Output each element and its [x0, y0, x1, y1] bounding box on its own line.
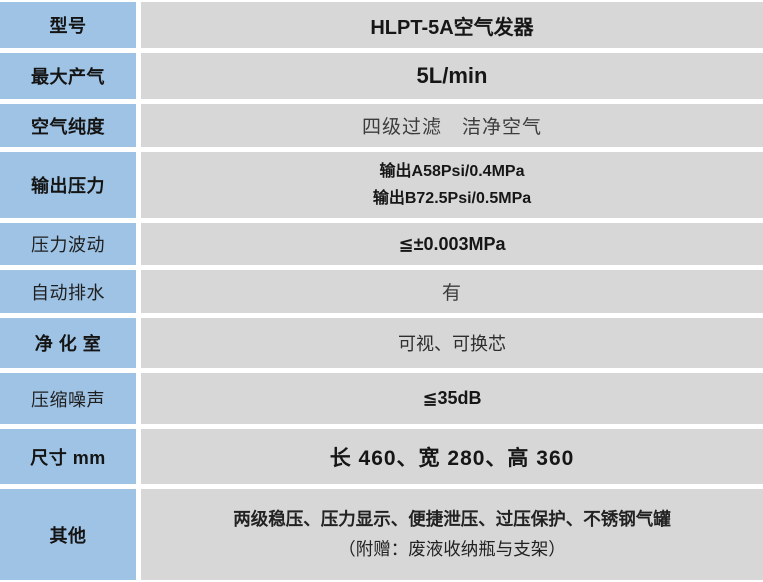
table-row-output-pressure: 输出压力 输出A58Psi/0.4MPa 输出B72.5Psi/0.5MPa [0, 152, 763, 218]
spec-value-other: 两级稳压、压力显示、便捷泄压、过压保护、不锈钢气罐 （附赠：废液收纳瓶与支架） [141, 489, 763, 580]
table-row-dimensions: 尺寸 mm 长 460、宽 280、高 360 [0, 429, 763, 484]
table-row-auto-drain: 自动排水 有 [0, 270, 763, 313]
spec-value-text: 可视、可换芯 [398, 334, 506, 354]
table-row-other: 其他 两级稳压、压力显示、便捷泄压、过压保护、不锈钢气罐 （附赠：废液收纳瓶与支… [0, 489, 763, 580]
spec-value-text: 四级过滤 洁净空气 [361, 117, 542, 138]
table-row-max-output: 最大产气 5L/min [0, 53, 763, 99]
spec-label-dimensions: 尺寸 mm [0, 429, 136, 484]
spec-value-model: HLPT-5A空气发器 [141, 2, 763, 48]
spec-value-text: HLPT-5A空气发器 [370, 16, 534, 39]
spec-value-max-output: 5L/min [141, 53, 763, 99]
spec-value-text: 5L/min [416, 63, 488, 88]
spec-value-dimensions: 长 460、宽 280、高 360 [141, 429, 763, 484]
spec-label-other: 其他 [0, 489, 136, 580]
spec-value-line1: 输出A58Psi/0.4MPa [379, 162, 525, 180]
spec-value-purification-chamber: 可视、可换芯 [141, 318, 763, 368]
spec-value-air-purity: 四级过滤 洁净空气 [141, 104, 763, 147]
table-row-compression-noise: 压缩噪声 ≦35dB [0, 373, 763, 424]
spec-label-auto-drain: 自动排水 [0, 270, 136, 313]
spec-value-line2: 输出B72.5Psi/0.5MPa [372, 189, 532, 207]
spec-value-text: 有 [441, 283, 462, 304]
spec-label-air-purity: 空气纯度 [0, 104, 136, 147]
spec-value-text: 长 460、宽 280、高 360 [329, 446, 575, 470]
spec-label-compression-noise: 压缩噪声 [0, 373, 136, 424]
spec-value-text: ≦35dB [422, 388, 482, 408]
table-row-model: 型号 HLPT-5A空气发器 [0, 2, 763, 48]
spec-value-text: ≦±0.003MPa [398, 233, 506, 254]
spec-label-purification-chamber: 净 化 室 [0, 318, 136, 368]
table-row-pressure-fluctuation: 压力波动 ≦±0.003MPa [0, 223, 763, 265]
spec-value-output-pressure: 输出A58Psi/0.4MPa 输出B72.5Psi/0.5MPa [141, 152, 763, 218]
spec-label-output-pressure: 输出压力 [0, 152, 136, 218]
spec-label-pressure-fluctuation: 压力波动 [0, 223, 136, 265]
spec-label-model: 型号 [0, 2, 136, 48]
table-row-air-purity: 空气纯度 四级过滤 洁净空气 [0, 104, 763, 147]
spec-value-line2: （附赠：废液收纳瓶与支架） [338, 539, 566, 559]
spec-value-line1: 两级稳压、压力显示、便捷泄压、过压保护、不锈钢气罐 [233, 508, 671, 529]
spec-label-max-output: 最大产气 [0, 53, 136, 99]
spec-value-pressure-fluctuation: ≦±0.003MPa [141, 223, 763, 265]
spec-value-compression-noise: ≦35dB [141, 373, 763, 424]
table-row-purification-chamber: 净 化 室 可视、可换芯 [0, 318, 763, 368]
spec-value-auto-drain: 有 [141, 270, 763, 313]
